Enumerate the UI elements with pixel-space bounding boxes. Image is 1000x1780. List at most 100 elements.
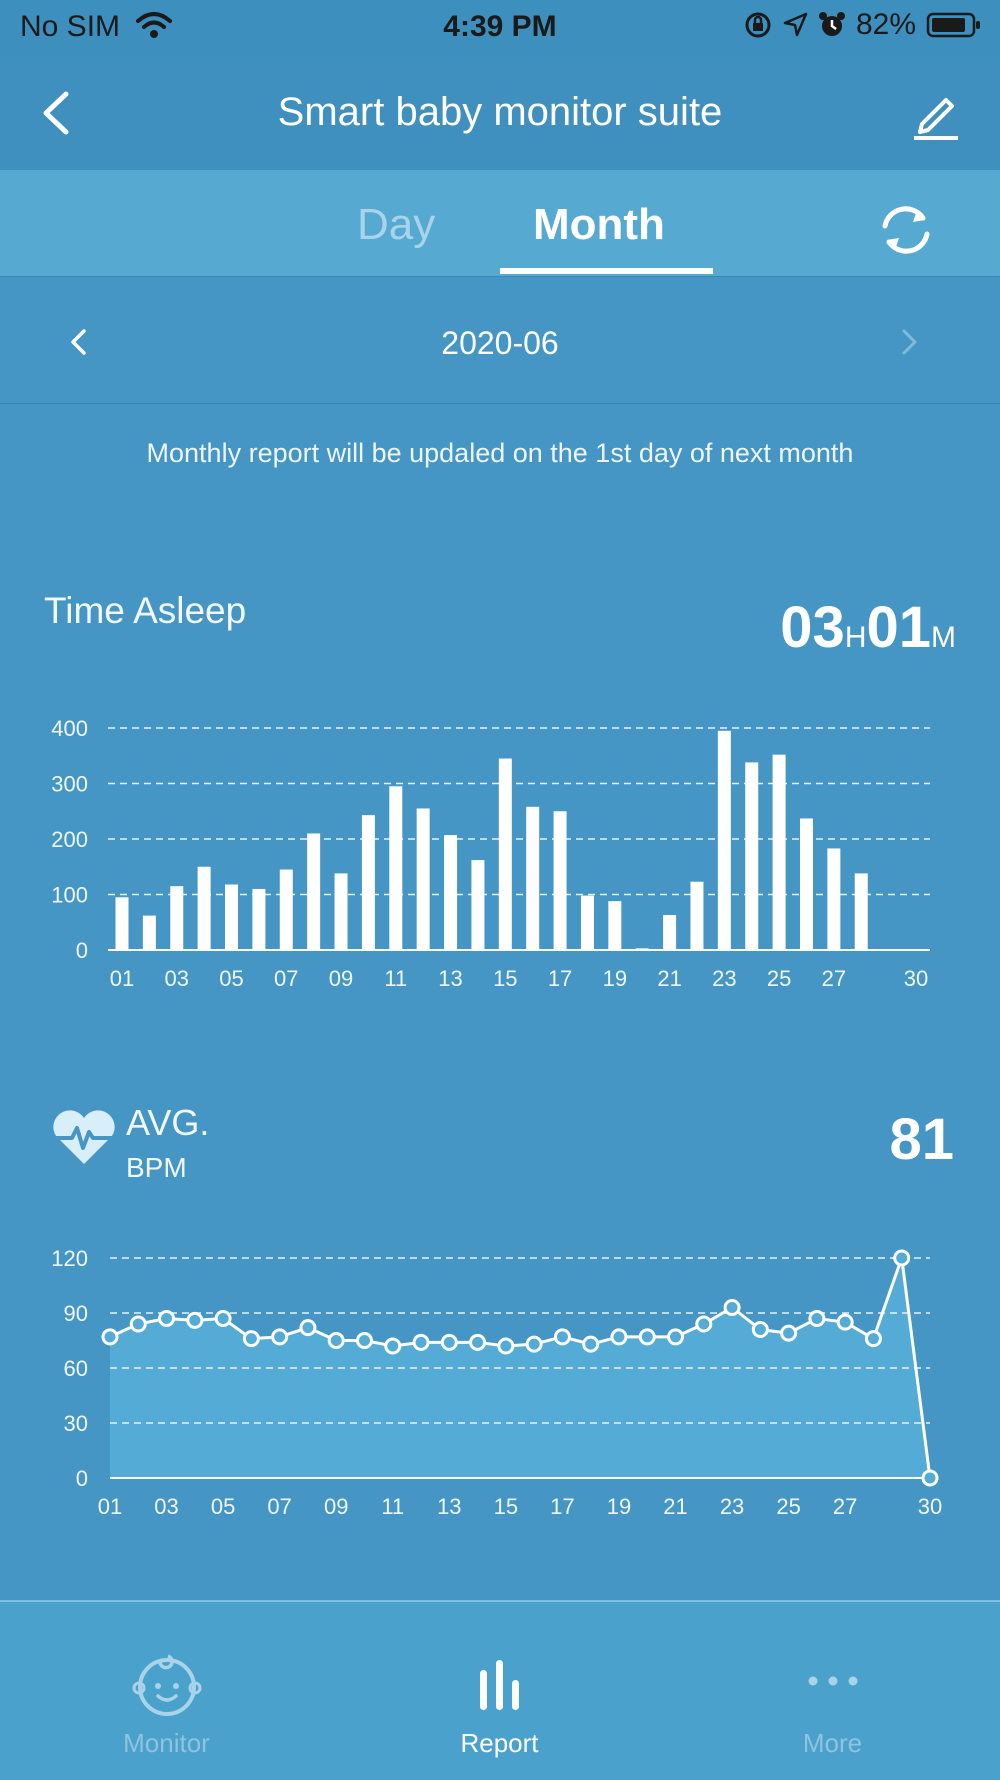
avg-bpm-value: 81 <box>889 1107 954 1172</box>
x-tick-label: 21 <box>657 966 681 991</box>
data-point <box>412 1333 430 1351</box>
x-tick-label: 17 <box>550 1494 574 1519</box>
hours-value: 03 <box>780 595 845 660</box>
x-tick-label: 09 <box>324 1494 348 1519</box>
data-point <box>610 1328 628 1346</box>
y-tick-label: 300 <box>51 772 88 797</box>
data-point <box>921 1469 939 1487</box>
x-tick-label: 27 <box>833 1494 857 1519</box>
data-point <box>525 1335 543 1353</box>
update-notice: Monthly report will be updaled on the 1s… <box>146 438 854 468</box>
y-tick-label: 0 <box>76 938 88 963</box>
tab-more-label: More <box>802 1728 863 1758</box>
bar <box>471 860 485 950</box>
x-tick-label: 07 <box>274 966 298 991</box>
y-tick-label: 120 <box>51 1246 88 1271</box>
bar <box>608 901 622 950</box>
bar <box>663 915 677 950</box>
bar <box>690 881 704 950</box>
prev-period-button[interactable] <box>66 325 96 359</box>
tab-more[interactable]: More <box>666 1602 999 1780</box>
x-tick-label: 23 <box>712 966 736 991</box>
y-tick-label: 30 <box>64 1411 88 1436</box>
time-asleep-value: 03H01M <box>780 594 956 661</box>
data-point <box>101 1328 119 1346</box>
alarm-icon <box>818 12 845 36</box>
refresh-button[interactable] <box>873 200 939 260</box>
bar <box>799 818 813 950</box>
bar <box>361 815 375 950</box>
data-point <box>864 1330 882 1348</box>
y-tick-label: 200 <box>51 827 88 852</box>
x-tick-label: 05 <box>211 1494 235 1519</box>
more-dots-icon <box>808 1676 858 1686</box>
data-point <box>186 1311 204 1329</box>
data-point <box>751 1321 769 1338</box>
active-tab-indicator <box>500 268 713 274</box>
battery-percent: 82% <box>855 8 916 41</box>
bar <box>142 915 156 950</box>
x-tick-label: 17 <box>548 966 572 991</box>
tab-month[interactable]: Month <box>533 200 665 249</box>
x-tick-label: 07 <box>267 1494 291 1519</box>
period-tabs: Day Month <box>0 170 1000 277</box>
refresh-icon <box>882 206 930 254</box>
data-point <box>271 1328 289 1346</box>
page-title: Smart baby monitor suite <box>277 90 723 134</box>
y-tick-label: 0 <box>76 1466 88 1491</box>
data-point <box>582 1335 600 1353</box>
bar-chart-icon <box>480 1660 519 1710</box>
x-tick-label: 03 <box>154 1494 178 1519</box>
date-selector: 2020-06 <box>0 277 1000 404</box>
next-period-button[interactable] <box>898 325 928 359</box>
x-tick-label: 15 <box>494 1494 518 1519</box>
bar <box>854 873 868 950</box>
time-asleep-title: Time Asleep <box>44 590 247 631</box>
bottom-tab-bar: Monitor Report More <box>0 1600 1000 1780</box>
tab-monitor[interactable]: Monitor <box>0 1602 333 1780</box>
data-point <box>299 1319 317 1337</box>
bar <box>580 895 594 950</box>
edit-button[interactable] <box>910 86 962 142</box>
data-point <box>469 1333 487 1351</box>
x-tick-label: 05 <box>219 966 243 991</box>
data-point <box>893 1249 911 1267</box>
data-point <box>327 1332 345 1349</box>
x-tick-label: 21 <box>663 1494 687 1519</box>
avg-bpm-chart: 0 30 60 90 120 01 03 05 07 09 11 13 15 17 19 21 23 25 27 30 <box>51 1246 942 1519</box>
orientation-lock-icon <box>745 12 771 38</box>
data-point <box>553 1328 571 1346</box>
data-point <box>129 1315 147 1333</box>
data-point <box>158 1310 176 1327</box>
x-tick-label: 30 <box>904 966 928 991</box>
tab-monitor-label: Monitor <box>123 1728 210 1758</box>
x-tick-label: 09 <box>329 966 353 991</box>
bar <box>115 897 129 950</box>
x-tick-label: 01 <box>98 1494 122 1519</box>
x-tick-label: 25 <box>767 966 791 991</box>
carrier-label: No SIM <box>20 10 174 44</box>
clock: 4:39 PM <box>443 10 557 43</box>
data-point <box>384 1337 402 1355</box>
tab-day[interactable]: Day <box>357 200 436 249</box>
data-point <box>440 1333 458 1351</box>
bar <box>444 835 458 950</box>
y-tick-label: 100 <box>51 883 88 908</box>
bar <box>526 806 540 950</box>
x-tick-label: 03 <box>165 966 189 991</box>
x-tick-label: 13 <box>438 966 462 991</box>
avg-bpm-subtitle: BPM <box>126 1152 187 1183</box>
bar <box>498 758 512 950</box>
bar <box>416 808 430 950</box>
data-point <box>667 1328 685 1346</box>
avg-bpm-title: AVG. <box>126 1102 210 1143</box>
bar <box>225 884 239 950</box>
hours-unit: H <box>844 621 867 654</box>
bar <box>827 848 841 950</box>
tab-report[interactable]: Report <box>333 1602 666 1780</box>
back-button[interactable] <box>36 88 86 138</box>
period-label: 2020-06 <box>441 325 559 361</box>
x-tick-label: 25 <box>776 1494 800 1519</box>
bar <box>553 811 567 950</box>
x-tick-label: 23 <box>720 1494 744 1519</box>
